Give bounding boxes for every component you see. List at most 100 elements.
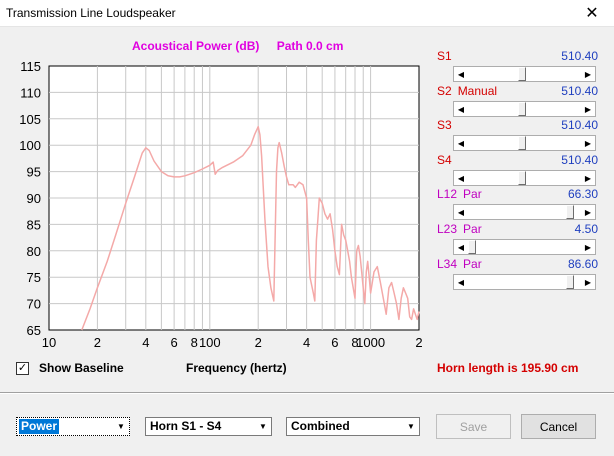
control-label-s1: S1 bbox=[437, 49, 452, 63]
control-label-l12: L12 Par bbox=[437, 187, 482, 201]
chevron-left-icon[interactable]: ◀ bbox=[457, 104, 465, 114]
y-tick-label: 80 bbox=[27, 244, 41, 259]
x-tick-label: 2 bbox=[415, 335, 422, 350]
control-name: S4 bbox=[437, 153, 452, 167]
control-value-s3: 510.40 bbox=[561, 118, 598, 132]
mode-select[interactable]: Combined ▼ bbox=[286, 417, 420, 436]
control-name: S2 bbox=[437, 84, 452, 98]
x-tick-label: 1000 bbox=[356, 335, 385, 350]
window-title: Transmission Line Loudspeaker bbox=[6, 6, 176, 20]
separator-line bbox=[0, 392, 614, 394]
control-slider-l23[interactable]: ◀ ▶ bbox=[453, 239, 596, 255]
title-bar: Transmission Line Loudspeaker ✕ bbox=[0, 0, 614, 27]
cancel-button[interactable]: Cancel bbox=[521, 414, 596, 439]
control-value-l12: 66.30 bbox=[567, 187, 598, 201]
slider-thumb[interactable] bbox=[518, 67, 526, 81]
x-tick-label: 4 bbox=[142, 335, 149, 350]
control-value-s2: 510.40 bbox=[561, 84, 598, 98]
slider-thumb[interactable] bbox=[468, 240, 476, 254]
chevron-right-icon[interactable]: ▶ bbox=[584, 207, 592, 217]
control-value-s1: 510.40 bbox=[561, 49, 598, 63]
chevron-right-icon[interactable]: ▶ bbox=[584, 173, 592, 183]
horn-select-value: Horn S1 - S4 bbox=[150, 419, 222, 433]
control-name: L12 bbox=[437, 187, 458, 201]
y-tick-label: 85 bbox=[27, 217, 41, 232]
slider-thumb[interactable] bbox=[518, 102, 526, 116]
control-value-s4: 510.40 bbox=[561, 153, 598, 167]
control-label-s2: S2 Manual bbox=[437, 84, 497, 98]
control-mode: Par bbox=[463, 257, 482, 271]
chevron-left-icon[interactable]: ◀ bbox=[457, 242, 465, 252]
chevron-down-icon[interactable]: ▼ bbox=[407, 422, 415, 431]
chevron-right-icon[interactable]: ▶ bbox=[584, 104, 592, 114]
y-tick-label: 110 bbox=[20, 85, 41, 100]
quantity-select-value: Power bbox=[19, 419, 60, 434]
chevron-right-icon[interactable]: ▶ bbox=[584, 138, 592, 148]
control-slider-l12[interactable]: ◀ ▶ bbox=[453, 204, 596, 220]
control-name: L23 bbox=[437, 222, 458, 236]
horn-length-readout: Horn length is 195.90 cm bbox=[437, 361, 579, 375]
chevron-right-icon[interactable]: ▶ bbox=[584, 242, 592, 252]
control-value-l34: 86.60 bbox=[567, 257, 598, 271]
y-tick-label: 105 bbox=[19, 112, 41, 127]
control-slider-s2[interactable]: ◀ ▶ bbox=[453, 101, 596, 117]
x-tick-label: 6 bbox=[331, 335, 338, 350]
show-baseline-label[interactable]: Show Baseline bbox=[39, 361, 124, 375]
y-tick-label: 95 bbox=[27, 165, 41, 180]
close-icon[interactable]: ✕ bbox=[585, 5, 599, 22]
x-tick-label: 4 bbox=[303, 335, 310, 350]
control-label-s3: S3 bbox=[437, 118, 452, 132]
save-button[interactable]: Save bbox=[436, 414, 511, 439]
x-tick-label: 100 bbox=[199, 335, 221, 350]
control-value-l23: 4.50 bbox=[574, 222, 598, 236]
slider-thumb[interactable] bbox=[566, 205, 574, 219]
x-tick-label: 8 bbox=[351, 335, 358, 350]
chevron-right-icon[interactable]: ▶ bbox=[584, 277, 592, 287]
control-slider-s1[interactable]: ◀ ▶ bbox=[453, 66, 596, 82]
chart-title: Acoustical Power (dB) Path 0.0 cm bbox=[132, 39, 357, 53]
control-slider-s3[interactable]: ◀ ▶ bbox=[453, 135, 596, 151]
control-label-l34: L34 Par bbox=[437, 257, 482, 271]
horn-select[interactable]: Horn S1 - S4 ▼ bbox=[145, 417, 272, 436]
control-label-s4: S4 bbox=[437, 153, 452, 167]
control-slider-s4[interactable]: ◀ ▶ bbox=[453, 170, 596, 186]
control-name: L34 bbox=[437, 257, 458, 271]
frequency-axis-label: Frequency (hertz) bbox=[186, 361, 287, 375]
control-name: S3 bbox=[437, 118, 452, 132]
y-tick-label: 90 bbox=[27, 191, 41, 206]
y-tick-label: 115 bbox=[20, 59, 41, 74]
x-tick-label: 8 bbox=[191, 335, 198, 350]
chart-path-label: Path 0.0 cm bbox=[276, 39, 344, 53]
y-tick-label: 65 bbox=[27, 323, 41, 338]
y-tick-label: 100 bbox=[19, 138, 41, 153]
chevron-left-icon[interactable]: ◀ bbox=[457, 69, 465, 79]
chevron-left-icon[interactable]: ◀ bbox=[457, 173, 465, 183]
y-tick-label: 70 bbox=[27, 297, 41, 312]
power-response-line bbox=[81, 125, 420, 331]
slider-thumb[interactable] bbox=[518, 171, 526, 185]
chart-quantity-label: Acoustical Power (dB) bbox=[132, 39, 260, 53]
x-tick-label: 2 bbox=[255, 335, 262, 350]
control-mode: Par bbox=[463, 222, 482, 236]
quantity-select[interactable]: Power ▼ bbox=[16, 417, 130, 436]
control-mode: Manual bbox=[457, 84, 498, 98]
x-tick-label: 6 bbox=[171, 335, 178, 350]
chevron-down-icon[interactable]: ▼ bbox=[259, 422, 267, 431]
chevron-right-icon[interactable]: ▶ bbox=[584, 69, 592, 79]
slider-thumb[interactable] bbox=[518, 136, 526, 150]
control-mode: Par bbox=[463, 187, 482, 201]
chevron-left-icon[interactable]: ◀ bbox=[457, 277, 465, 287]
control-slider-l34[interactable]: ◀ ▶ bbox=[453, 274, 596, 290]
show-baseline-checkbox[interactable]: ✓ bbox=[16, 362, 29, 375]
mode-select-value: Combined bbox=[291, 419, 350, 433]
y-tick-label: 75 bbox=[27, 270, 41, 285]
chevron-left-icon[interactable]: ◀ bbox=[457, 138, 465, 148]
chevron-left-icon[interactable]: ◀ bbox=[457, 207, 465, 217]
slider-thumb[interactable] bbox=[566, 275, 574, 289]
x-tick-label: 10 bbox=[42, 335, 56, 350]
x-tick-label: 2 bbox=[94, 335, 101, 350]
control-name: S1 bbox=[437, 49, 452, 63]
control-label-l23: L23 Par bbox=[437, 222, 482, 236]
chevron-down-icon[interactable]: ▼ bbox=[117, 422, 125, 431]
